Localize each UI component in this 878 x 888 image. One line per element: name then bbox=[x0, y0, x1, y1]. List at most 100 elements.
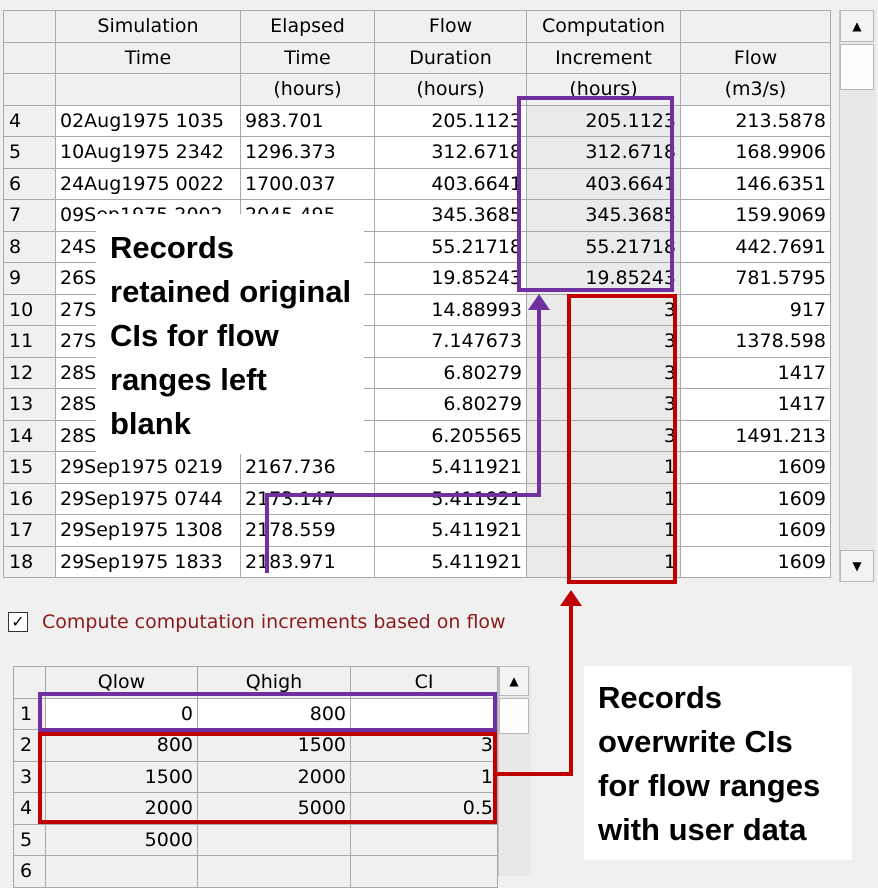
flow-cell[interactable]: 168.9906 bbox=[680, 136, 831, 169]
column-header[interactable] bbox=[3, 41, 56, 74]
computation-increment-cell[interactable]: 403.6641 bbox=[526, 167, 681, 200]
column-header[interactable] bbox=[3, 10, 56, 43]
ci-cell[interactable]: 1 bbox=[350, 760, 498, 793]
table-row[interactable]: 15 29Sep1975 0219 2167.736 5.411921 1 1609 bbox=[3, 451, 831, 484]
table-row[interactable]: 17 29Sep1975 1308 2178.559 5.411921 1 1609 bbox=[3, 514, 831, 547]
qlow-cell[interactable]: 5000 bbox=[45, 823, 198, 856]
scroll-down-button[interactable]: ▼ bbox=[840, 550, 874, 582]
table-row[interactable]: 5 5000 bbox=[13, 823, 498, 856]
table-row[interactable]: 4 2000 5000 0.5 bbox=[13, 792, 498, 825]
elapsed-time-cell[interactable]: 2183.971 bbox=[240, 545, 375, 578]
computation-increment-cell[interactable]: 345.3685 bbox=[526, 199, 681, 232]
computation-increment-cell[interactable]: 1 bbox=[526, 482, 681, 515]
flow-cell[interactable]: 442.7691 bbox=[680, 230, 831, 263]
ci-cell[interactable] bbox=[350, 823, 498, 856]
flow-duration-cell[interactable]: 345.3685 bbox=[374, 199, 527, 232]
computation-increment-cell[interactable]: 3 bbox=[526, 419, 681, 452]
computation-increment-cell[interactable]: 3 bbox=[526, 325, 681, 358]
simulation-time-cell[interactable]: 10Aug1975 2342 bbox=[55, 136, 241, 169]
scroll-up-button[interactable]: ▲ bbox=[840, 10, 874, 42]
computation-increment-cell[interactable]: 1 bbox=[526, 545, 681, 578]
computation-increment-cell[interactable]: 3 bbox=[526, 356, 681, 389]
qhigh-cell[interactable] bbox=[197, 855, 351, 888]
flow-cell[interactable]: 1417 bbox=[680, 356, 831, 389]
flow-duration-cell[interactable]: 14.88993 bbox=[374, 293, 527, 326]
computation-increment-cell[interactable]: 55.21718 bbox=[526, 230, 681, 263]
qlow-cell[interactable]: 0 bbox=[45, 697, 198, 730]
qhigh-cell[interactable]: 5000 bbox=[197, 792, 351, 825]
flow-cell[interactable]: 159.9069 bbox=[680, 199, 831, 232]
column-header[interactable] bbox=[13, 666, 46, 699]
flow-cell[interactable]: 781.5795 bbox=[680, 262, 831, 295]
flow-cell[interactable]: 1609 bbox=[680, 451, 831, 484]
flow-duration-cell[interactable]: 7.147673 bbox=[374, 325, 527, 358]
table-row[interactable]: 6 24Aug1975 0022 1700.037 403.6641 403.6641 1… bbox=[3, 167, 831, 200]
flow-duration-cell[interactable]: 403.6641 bbox=[374, 167, 527, 200]
column-header[interactable]: Time bbox=[55, 41, 241, 74]
flow-duration-cell[interactable]: 5.411921 bbox=[374, 482, 527, 515]
qhigh-cell[interactable] bbox=[197, 823, 351, 856]
computation-increment-cell[interactable]: 3 bbox=[526, 293, 681, 326]
table-row[interactable]: 18 29Sep1975 1833 2183.971 5.411921 1 1609 bbox=[3, 545, 831, 578]
elapsed-time-cell[interactable]: 1296.373 bbox=[240, 136, 375, 169]
simulation-time-cell[interactable]: 29Sep1975 0219 bbox=[55, 451, 241, 484]
flow-duration-cell[interactable]: 5.411921 bbox=[374, 451, 527, 484]
elapsed-time-cell[interactable]: 2173.147 bbox=[240, 482, 375, 515]
column-header[interactable]: Flow bbox=[680, 41, 831, 74]
computation-increment-cell[interactable]: 1 bbox=[526, 514, 681, 547]
column-header[interactable] bbox=[3, 73, 56, 106]
ci-cell[interactable] bbox=[350, 697, 498, 730]
column-header[interactable]: (hours) bbox=[240, 73, 375, 106]
flow-cell[interactable]: 1609 bbox=[680, 514, 831, 547]
flow-duration-cell[interactable]: 5.411921 bbox=[374, 545, 527, 578]
flow-duration-cell[interactable]: 19.85243 bbox=[374, 262, 527, 295]
qhigh-cell[interactable]: 800 bbox=[197, 697, 351, 730]
flow-cell[interactable]: 1378.598 bbox=[680, 325, 831, 358]
elapsed-time-cell[interactable]: 983.701 bbox=[240, 104, 375, 137]
table-row[interactable]: 6 bbox=[13, 855, 498, 888]
elapsed-time-cell[interactable]: 2178.559 bbox=[240, 514, 375, 547]
simulation-time-cell[interactable]: 29Sep1975 0744 bbox=[55, 482, 241, 515]
ci-cell[interactable]: 0.5 bbox=[350, 792, 498, 825]
column-header[interactable]: Increment bbox=[526, 41, 681, 74]
ci-cell[interactable] bbox=[350, 855, 498, 888]
elapsed-time-cell[interactable]: 1700.037 bbox=[240, 167, 375, 200]
flow-cell[interactable]: 1609 bbox=[680, 545, 831, 578]
flow-scroll-up-button[interactable]: ▲ bbox=[499, 666, 529, 696]
flow-scroll-thumb[interactable] bbox=[499, 698, 529, 734]
simulation-time-cell[interactable]: 29Sep1975 1308 bbox=[55, 514, 241, 547]
main-table-scrollbar[interactable] bbox=[839, 10, 876, 582]
table-row[interactable]: 1 0 800 bbox=[13, 697, 498, 730]
column-header[interactable] bbox=[680, 10, 831, 43]
flow-cell[interactable]: 1417 bbox=[680, 388, 831, 421]
qlow-cell[interactable]: 2000 bbox=[45, 792, 198, 825]
qlow-cell[interactable]: 1500 bbox=[45, 760, 198, 793]
column-header[interactable]: (m3/s) bbox=[680, 73, 831, 106]
qlow-cell[interactable] bbox=[45, 855, 198, 888]
column-header[interactable]: Simulation bbox=[55, 10, 241, 43]
column-header[interactable]: Elapsed bbox=[240, 10, 375, 43]
table-row[interactable]: 16 29Sep1975 0744 2173.147 5.411921 1 1609 bbox=[3, 482, 831, 515]
flow-duration-cell[interactable]: 5.411921 bbox=[374, 514, 527, 547]
column-header[interactable]: Computation bbox=[526, 10, 681, 43]
flow-cell[interactable]: 213.5878 bbox=[680, 104, 831, 137]
flow-cell[interactable]: 917 bbox=[680, 293, 831, 326]
flow-duration-cell[interactable]: 55.21718 bbox=[374, 230, 527, 263]
flow-duration-cell[interactable]: 6.205565 bbox=[374, 419, 527, 452]
compute-ci-label[interactable]: Compute computation increments based on … bbox=[42, 611, 506, 633]
computation-increment-cell[interactable]: 205.1123 bbox=[526, 104, 681, 137]
flow-cell[interactable]: 1609 bbox=[680, 482, 831, 515]
table-row[interactable]: 4 02Aug1975 1035 983.701 205.1123 205.1123 21… bbox=[3, 104, 831, 137]
computation-increment-cell[interactable]: 312.6718 bbox=[526, 136, 681, 169]
column-header[interactable]: Time bbox=[240, 41, 375, 74]
compute-ci-checkbox[interactable]: ✓ bbox=[8, 612, 28, 632]
scroll-thumb[interactable] bbox=[840, 44, 874, 90]
table-row[interactable]: 5 10Aug1975 2342 1296.373 312.6718 312.6718 1… bbox=[3, 136, 831, 169]
flow-cell[interactable]: 1491.213 bbox=[680, 419, 831, 452]
flow-duration-cell[interactable]: 205.1123 bbox=[374, 104, 527, 137]
elapsed-time-cell[interactable]: 2167.736 bbox=[240, 451, 375, 484]
flow-duration-cell[interactable]: 6.80279 bbox=[374, 356, 527, 389]
column-header[interactable]: Flow bbox=[374, 10, 527, 43]
column-header[interactable] bbox=[55, 73, 241, 106]
column-header[interactable]: (hours) bbox=[374, 73, 527, 106]
